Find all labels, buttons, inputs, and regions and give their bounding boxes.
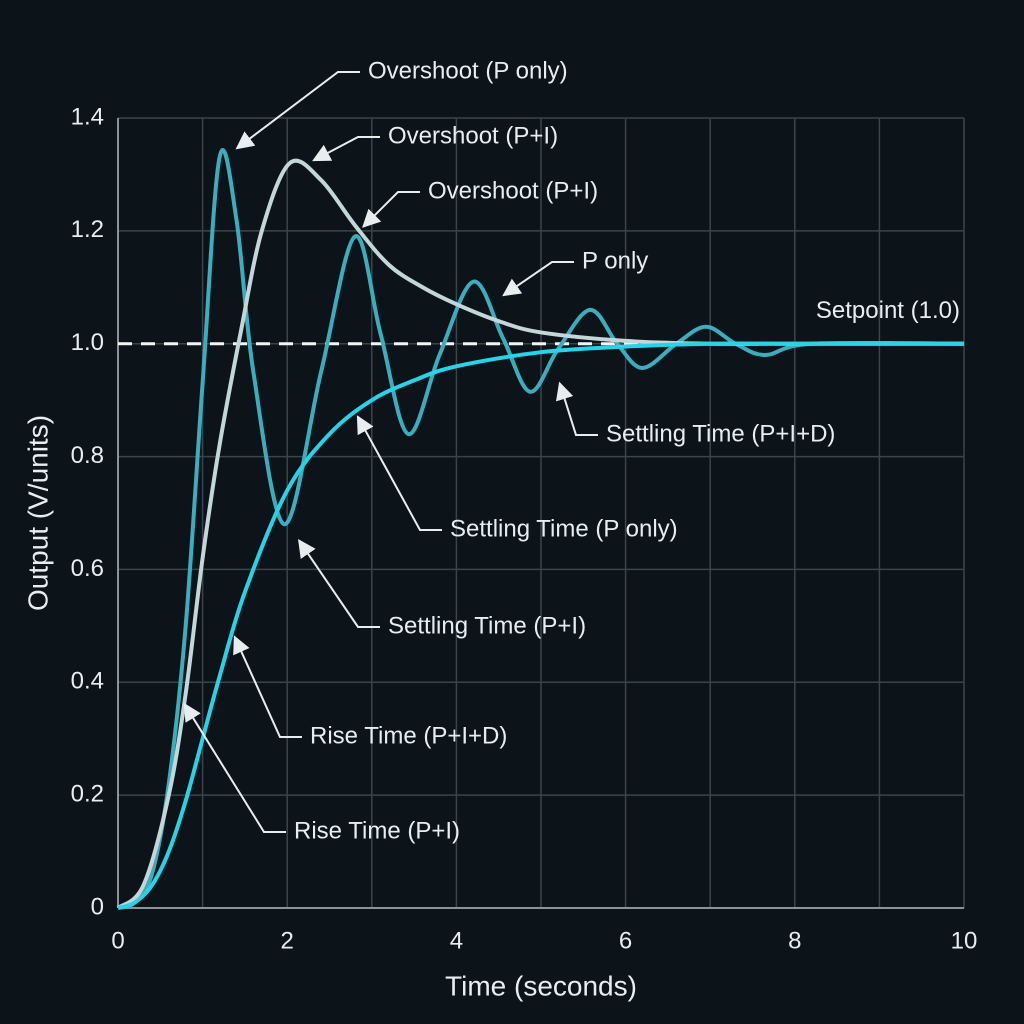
x-tick-label: 8 [788,927,801,954]
annotation-arrow [233,635,302,738]
series-line [117,341,964,910]
annotation-arrow [502,261,574,297]
annotation: Settling Time (P+I) [388,612,586,639]
y-axis-label: Output (V/units) [22,415,53,611]
annotation-arrow [362,191,420,228]
x-tick-label: 6 [619,927,632,954]
annotation: Settling Time (P only) [450,515,678,542]
annotation: Overshoot (P+I) [388,122,558,149]
annotation: Settling Time (P+I+D) [606,420,835,447]
y-tick-label: 0.4 [71,668,104,695]
annotation-arrow [556,381,598,436]
annotation: Rise Time (P+I) [294,817,460,844]
x-tick-label: 10 [951,927,978,954]
annotation-arrow [356,415,442,531]
x-tick-label: 2 [281,927,294,954]
y-tick-label: 0.2 [71,780,104,807]
annotation: P only [582,247,648,274]
annotation-arrow [312,136,380,162]
setpoint-label: Setpoint (1.0) [816,297,960,324]
annotation: Rise Time (P+I+D) [310,722,507,749]
annotation: Overshoot (P+I) [428,177,598,204]
x-tick-label: 4 [450,927,463,954]
y-tick-label: 0.8 [71,442,104,469]
annotation-arrow [298,539,380,628]
y-tick-label: 0.6 [71,555,104,582]
x-tick-label: 0 [111,927,124,954]
x-axis-label: Time (seconds) [445,970,637,1001]
y-tick-label: 0 [91,893,104,920]
y-tick-label: 1.0 [71,329,104,356]
series-line [116,158,964,910]
annotation: Overshoot (P only) [368,57,568,84]
y-tick-label: 1.4 [71,103,104,130]
y-tick-label: 1.2 [71,216,104,243]
annotation-arrow [235,71,360,150]
annotation-arrow [183,702,286,833]
